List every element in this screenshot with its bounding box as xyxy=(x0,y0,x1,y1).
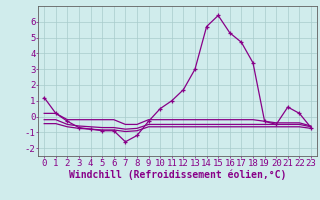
X-axis label: Windchill (Refroidissement éolien,°C): Windchill (Refroidissement éolien,°C) xyxy=(69,169,286,180)
